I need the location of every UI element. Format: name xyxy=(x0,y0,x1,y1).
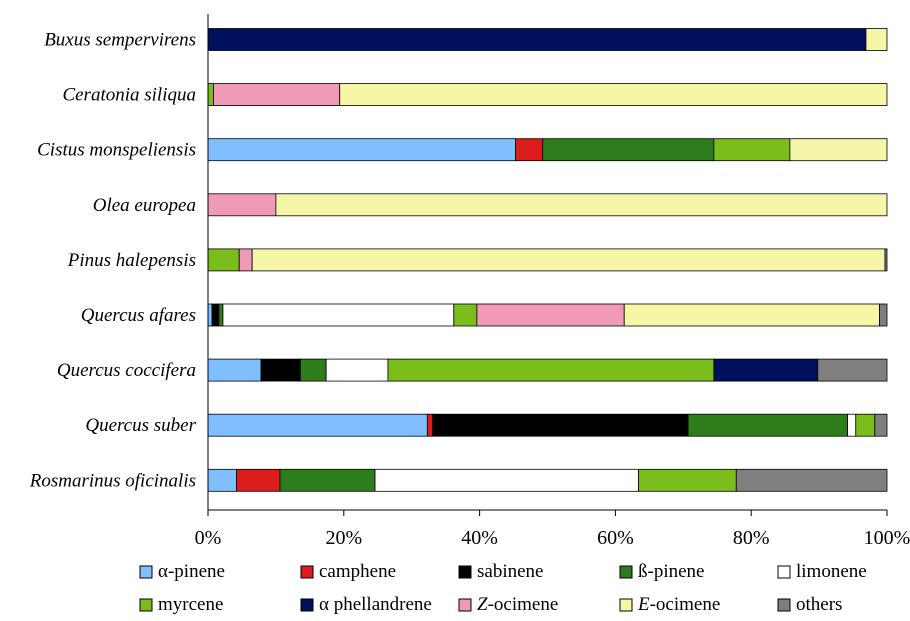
x-tick-label: 0% xyxy=(195,527,222,549)
x-tick-label: 80% xyxy=(733,527,770,549)
bar-segment xyxy=(476,303,625,327)
legend-label: sabinene xyxy=(477,561,543,582)
category-label: Quercus suber xyxy=(85,415,196,436)
bar-segment xyxy=(238,248,253,272)
bar-segment xyxy=(874,413,888,437)
bar-segment xyxy=(387,358,715,382)
bars-group xyxy=(207,28,888,492)
bar-segment xyxy=(453,303,478,327)
bar-segment xyxy=(275,193,888,217)
bar-segment xyxy=(207,413,428,437)
bar-segment xyxy=(374,468,639,492)
bar-segment xyxy=(817,358,888,382)
category-label: Olea europea xyxy=(93,195,196,216)
category-label: Ceratonia siliqua xyxy=(62,85,196,106)
bar-segment xyxy=(207,248,240,272)
legend-swatch xyxy=(777,598,791,612)
x-ticks-group: 0% 20% 40% 60% 80% 100% xyxy=(195,510,910,549)
category-label: Pinus halepensis xyxy=(67,250,196,271)
bar-segment xyxy=(218,303,224,327)
bar-segment xyxy=(623,303,880,327)
bar-segment xyxy=(713,358,819,382)
bar-segment xyxy=(687,413,849,437)
bar-segment xyxy=(207,358,262,382)
x-tick-label: 60% xyxy=(597,527,634,549)
bar-segment xyxy=(426,413,434,437)
bar-segment xyxy=(207,303,213,327)
legend: α-pinene camphene sabinene ß-pinene limonene… xyxy=(139,561,867,615)
bar-segment xyxy=(855,413,876,437)
legend-swatch xyxy=(458,565,472,579)
x-tick-label: 40% xyxy=(461,527,498,549)
x-tick-label: 20% xyxy=(325,527,362,549)
bar-segment xyxy=(260,358,301,382)
legend-swatch xyxy=(300,598,314,612)
bar-segment xyxy=(638,468,737,492)
bar-segment xyxy=(515,138,544,162)
bar-segment xyxy=(251,248,886,272)
bar-segment xyxy=(236,468,281,492)
legend-swatch xyxy=(139,565,153,579)
bar-segment xyxy=(325,358,389,382)
legend-label: Z-ocimene xyxy=(477,594,558,615)
bar-segment xyxy=(847,413,857,437)
bar-segment xyxy=(211,303,220,327)
legend-label: myrcene xyxy=(158,594,223,615)
bar-segment xyxy=(299,358,327,382)
legend-swatch xyxy=(139,598,153,612)
legend-swatch xyxy=(458,598,472,612)
bar-segment xyxy=(542,138,715,162)
bar-segment xyxy=(789,138,888,162)
legend-swatch xyxy=(777,565,791,579)
bar-segment xyxy=(207,28,867,51)
category-label: Buxus sempervirens xyxy=(44,30,196,51)
legend-swatch xyxy=(619,565,633,579)
bar-segment xyxy=(865,28,888,51)
legend-label: α phellandrene xyxy=(319,594,432,615)
legend-label: E-ocimene xyxy=(637,594,720,615)
bar-segment xyxy=(879,303,888,327)
bar-segment xyxy=(713,138,791,162)
bar-segment xyxy=(207,468,237,492)
legend-label: camphene xyxy=(319,561,396,582)
category-label: Quercus afares xyxy=(81,305,196,326)
legend-label: limonene xyxy=(796,561,867,582)
category-label: Rosmarinus oficinalis xyxy=(29,470,196,491)
legend-label: ß-pinene xyxy=(638,561,704,582)
bar-segment xyxy=(279,468,376,492)
category-labels-group: Buxus sempervirens Ceratonia siliqua Cistu… xyxy=(29,30,197,492)
bar-segment xyxy=(207,138,516,162)
legend-label: α-pinene xyxy=(158,561,225,582)
bar-segment xyxy=(339,83,888,106)
legend-label: others xyxy=(796,594,842,615)
legend-swatch xyxy=(619,598,633,612)
bar-segment xyxy=(735,468,888,492)
bar-segment xyxy=(884,248,888,272)
bar-segment xyxy=(207,83,214,106)
category-label: Cistus monspeliensis xyxy=(37,140,196,161)
bar-segment xyxy=(222,303,455,327)
category-label: Quercus coccifera xyxy=(57,360,196,381)
bar-segment xyxy=(207,193,277,217)
legend-swatch xyxy=(300,565,314,579)
bar-segment xyxy=(432,413,689,437)
x-tick-label: 100% xyxy=(864,527,910,549)
bar-segment xyxy=(213,83,341,106)
